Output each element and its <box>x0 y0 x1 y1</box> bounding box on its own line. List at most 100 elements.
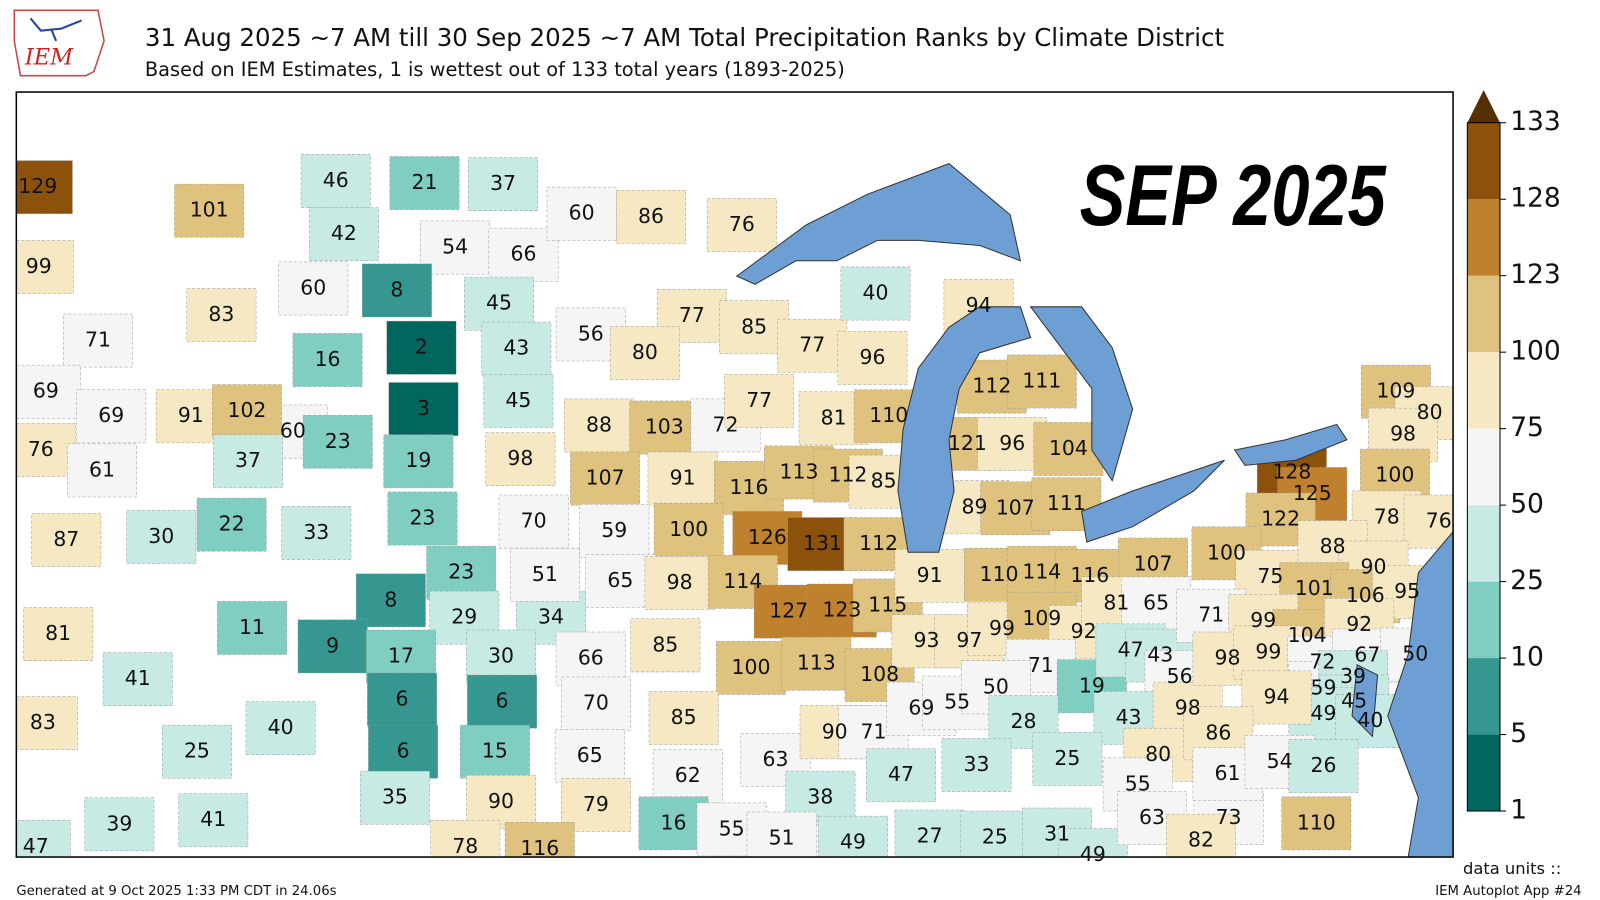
rank-label: 85 <box>671 705 697 729</box>
rank-label: 88 <box>1320 534 1346 558</box>
district <box>719 300 790 355</box>
rank-label: 23 <box>325 429 351 453</box>
rank-label: 91 <box>670 466 696 490</box>
district <box>245 701 316 756</box>
rank-label: 106 <box>1346 583 1385 607</box>
rank-label: 77 <box>746 388 772 412</box>
rank-label: 60 <box>280 419 306 443</box>
rank-label: 16 <box>660 810 686 834</box>
rank-label: 94 <box>1264 684 1290 708</box>
district <box>281 505 352 560</box>
district <box>652 749 723 804</box>
rank-label: 50 <box>1402 642 1428 666</box>
rank-label: 55 <box>1125 771 1151 795</box>
rank-label: 51 <box>532 562 558 586</box>
map <box>15 91 1454 858</box>
rank-label: 114 <box>723 569 762 593</box>
rank-label: 79 <box>583 792 609 816</box>
logo: IEM <box>13 9 105 77</box>
district <box>388 382 459 436</box>
rank-label: 76 <box>729 212 755 236</box>
rank-label: 111 <box>1047 491 1086 515</box>
district <box>746 811 817 858</box>
colorbar-tick-label: 10 <box>1510 642 1544 673</box>
district <box>941 738 1012 792</box>
rank-label: 126 <box>748 525 787 549</box>
rank-label: 112 <box>828 463 867 487</box>
rank-label: 76 <box>28 437 54 461</box>
rank-label: 109 <box>1022 606 1061 630</box>
rank-label: 99 <box>1250 608 1276 632</box>
rank-label: 49 <box>840 830 866 854</box>
rank-label: 39 <box>106 811 132 835</box>
rank-label: 77 <box>679 303 705 327</box>
rank-label: 41 <box>125 666 151 690</box>
colorbar-tick-label: 133 <box>1510 106 1561 137</box>
overlay-label: SEP 2025 <box>1080 148 1387 244</box>
rank-label: 75 <box>1257 564 1283 588</box>
rank-label: 69 <box>33 379 59 403</box>
rank-label: 56 <box>578 321 604 345</box>
colorbar-segment <box>1467 122 1500 200</box>
rank-label: 3 <box>417 396 430 420</box>
colorbar-tick-label: 75 <box>1510 412 1544 443</box>
rank-label: 116 <box>730 475 769 499</box>
rank-label: 46 <box>323 168 349 192</box>
rank-label: 25 <box>982 825 1008 849</box>
rank-label: 112 <box>859 531 898 555</box>
colorbar-tick-label: 50 <box>1510 489 1544 520</box>
district <box>67 443 137 498</box>
district <box>16 160 73 215</box>
rank-label: 31 <box>1044 822 1070 846</box>
district <box>894 809 965 858</box>
district <box>308 207 379 262</box>
district <box>1006 354 1077 409</box>
district <box>16 240 74 294</box>
rank-label: 25 <box>1054 746 1080 770</box>
rank-label: 88 <box>586 412 612 436</box>
map-frame <box>15 91 1454 858</box>
rank-label: 82 <box>1188 828 1214 852</box>
rank-label: 63 <box>1139 805 1165 829</box>
rank-label: 63 <box>763 747 789 771</box>
rank-label: 92 <box>1071 619 1097 643</box>
rank-label: 51 <box>769 826 795 850</box>
district <box>302 414 373 469</box>
colorbar-extend <box>1467 90 1500 123</box>
rank-label: 30 <box>488 644 514 668</box>
rank-label: 66 <box>578 646 604 670</box>
district <box>420 220 491 275</box>
rank-label: 116 <box>520 836 559 860</box>
district <box>467 674 537 729</box>
rank-label: 100 <box>1207 540 1246 564</box>
district <box>837 331 908 385</box>
district <box>1032 732 1103 786</box>
title: 31 Aug 2025 ~7 AM till 30 Sep 2025 ~7 AM… <box>145 23 1225 52</box>
district <box>292 333 363 387</box>
rank-label: 129 <box>18 174 57 198</box>
district <box>186 288 257 342</box>
district <box>426 545 497 600</box>
rank-label: 86 <box>1205 720 1231 744</box>
colorbar-segment <box>1467 505 1500 582</box>
rank-label: 26 <box>1310 753 1336 777</box>
rank-label: 110 <box>869 403 908 427</box>
rank-label: 85 <box>741 314 767 338</box>
rank-label: 83 <box>208 302 234 326</box>
rank-label: 125 <box>1293 481 1332 505</box>
district <box>555 631 626 686</box>
district <box>23 607 94 661</box>
rank-label: 81 <box>821 405 847 429</box>
rank-label: 90 <box>822 719 848 743</box>
rank-label: 114 <box>1022 560 1061 584</box>
rank-label: 55 <box>719 816 745 840</box>
rank-label: 6 <box>496 689 509 713</box>
rank-label: 111 <box>1022 368 1061 392</box>
district <box>196 497 267 552</box>
rank-label: 99 <box>1255 639 1281 663</box>
district <box>1057 828 1128 858</box>
district <box>178 793 249 848</box>
rank-label: 121 <box>948 431 987 455</box>
district <box>585 554 656 608</box>
rank-label: 71 <box>1198 603 1224 627</box>
